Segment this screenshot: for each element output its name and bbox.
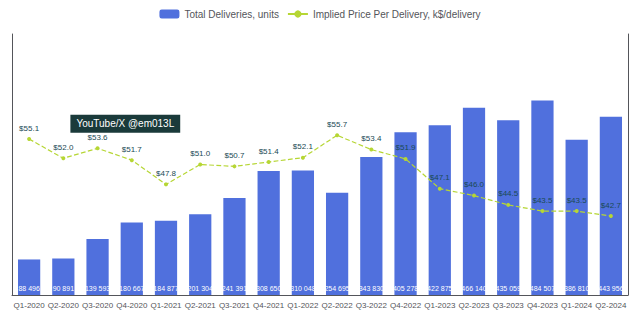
svg-text:Q1-2023: Q1-2023 [424, 301, 456, 310]
svg-text:$53.4: $53.4 [361, 134, 382, 143]
svg-text:Q2-2023: Q2-2023 [458, 301, 490, 310]
svg-text:$51.7: $51.7 [122, 145, 143, 154]
svg-text:Q3-2023: Q3-2023 [493, 301, 525, 310]
svg-text:$42.7: $42.7 [601, 201, 622, 210]
svg-text:88 496: 88 496 [18, 285, 40, 292]
svg-text:Q1-2021: Q1-2021 [150, 301, 182, 310]
svg-text:Q2-2020: Q2-2020 [48, 301, 80, 310]
svg-text:386 810: 386 810 [564, 285, 589, 292]
svg-text:YouTube/X @em013L: YouTube/X @em013L [76, 118, 174, 129]
svg-text:$50.7: $50.7 [224, 151, 245, 160]
svg-text:$44.5: $44.5 [498, 189, 519, 198]
svg-text:Implied Price Per Delivery, k$: Implied Price Per Delivery, k$/delivery [313, 9, 481, 20]
svg-text:$43.5: $43.5 [532, 196, 553, 205]
svg-text:Q4-2020: Q4-2020 [116, 301, 148, 310]
svg-text:$51.9: $51.9 [396, 143, 417, 152]
svg-text:308 650: 308 650 [256, 285, 281, 292]
svg-text:Q3-2021: Q3-2021 [219, 301, 251, 310]
svg-text:422 875: 422 875 [427, 285, 452, 292]
svg-text:Q2-2024: Q2-2024 [595, 301, 627, 310]
svg-text:Q4-2021: Q4-2021 [253, 301, 285, 310]
svg-text:254 695: 254 695 [324, 285, 349, 292]
svg-text:343 830: 343 830 [359, 285, 384, 292]
svg-text:Q1-2024: Q1-2024 [561, 301, 593, 310]
svg-text:241 391: 241 391 [222, 285, 247, 292]
svg-text:$43.5: $43.5 [567, 196, 588, 205]
svg-text:139 593: 139 593 [85, 285, 110, 292]
svg-text:$51.0: $51.0 [190, 149, 211, 158]
svg-text:$52.1: $52.1 [293, 142, 314, 151]
svg-text:$47.8: $47.8 [156, 169, 177, 178]
svg-text:Q3-2020: Q3-2020 [82, 301, 114, 310]
svg-text:Q2-2021: Q2-2021 [185, 301, 217, 310]
svg-text:405 278: 405 278 [393, 285, 418, 292]
svg-text:184 877: 184 877 [153, 285, 178, 292]
svg-text:310 048: 310 048 [290, 285, 315, 292]
svg-text:$47.1: $47.1 [430, 173, 451, 182]
svg-text:$53.6: $53.6 [88, 133, 109, 142]
svg-text:$55.7: $55.7 [327, 120, 348, 129]
svg-text:Total Deliveries, units: Total Deliveries, units [184, 9, 278, 20]
svg-text:Q3-2022: Q3-2022 [356, 301, 388, 310]
svg-text:484 507: 484 507 [530, 285, 555, 292]
svg-text:Q2-2022: Q2-2022 [322, 301, 354, 310]
svg-text:Q1-2022: Q1-2022 [287, 301, 319, 310]
svg-text:Q4-2023: Q4-2023 [527, 301, 559, 310]
svg-text:$46.0: $46.0 [464, 180, 485, 189]
svg-text:$52.0: $52.0 [53, 143, 74, 152]
svg-text:90 891: 90 891 [53, 285, 75, 292]
svg-text:Q4-2022: Q4-2022 [390, 301, 422, 310]
svg-text:435 059: 435 059 [496, 285, 521, 292]
svg-text:Q1-2020: Q1-2020 [14, 301, 46, 310]
svg-text:$55.1: $55.1 [19, 124, 40, 133]
svg-text:$51.4: $51.4 [259, 147, 280, 156]
svg-text:180 667: 180 667 [119, 285, 144, 292]
svg-text:201 304: 201 304 [188, 285, 213, 292]
svg-text:443 956: 443 956 [598, 285, 623, 292]
svg-text:466 140: 466 140 [461, 285, 486, 292]
